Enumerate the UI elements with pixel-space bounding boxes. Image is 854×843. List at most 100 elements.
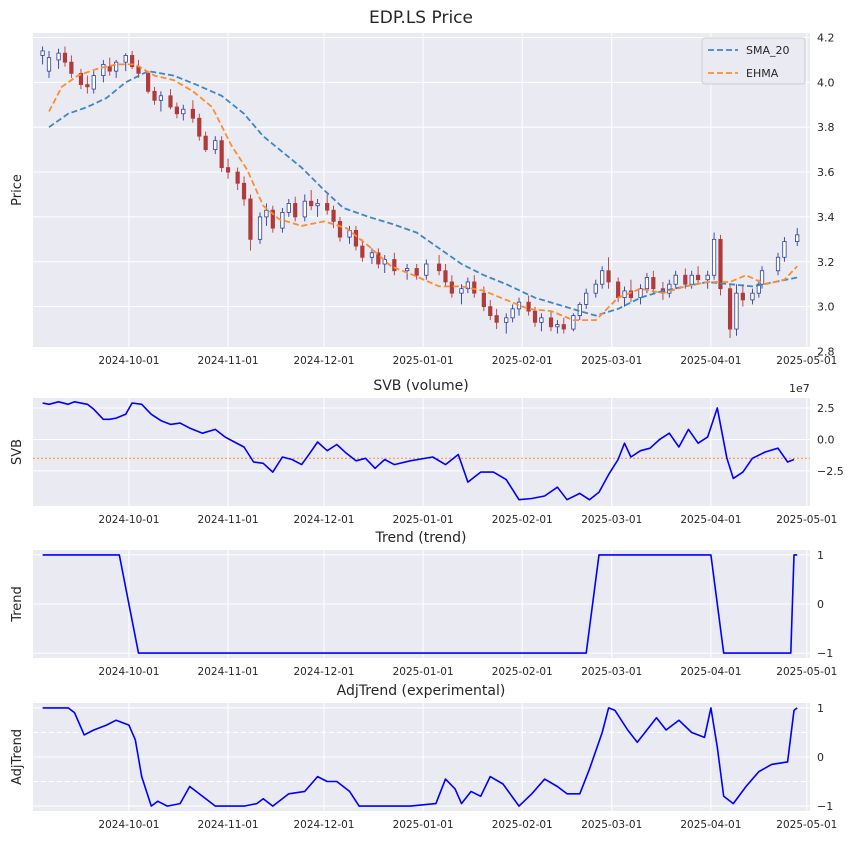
svb-y-tick-label: 2.5 [817, 402, 835, 415]
candle-body [376, 252, 381, 265]
candle-body [795, 234, 800, 242]
adjtrend-panel: AdjTrend (experimental) 1 0 −1 2024-10-01 2… [10, 683, 837, 831]
svb-y-tick-label: 0.0 [817, 433, 835, 446]
candle-body [782, 241, 787, 258]
candle-body [146, 72, 151, 92]
trend-x-tick-label: 2024-12-01 [293, 666, 354, 678]
candle-body [123, 55, 128, 63]
candle-body [46, 57, 52, 72]
candle-body [62, 52, 68, 63]
candle-body [638, 288, 643, 299]
candle-body [584, 292, 589, 305]
candle-body [85, 84, 90, 88]
candle-body [174, 106, 179, 115]
candle-body [107, 66, 112, 72]
candle-body [711, 238, 717, 276]
candle-body [225, 167, 231, 173]
candle-body [264, 209, 269, 218]
candle-body [494, 315, 499, 323]
candle-body [593, 283, 598, 294]
candle-body [392, 259, 397, 272]
candle-body [651, 277, 656, 290]
price-y-tick-label: 4.2 [817, 31, 835, 44]
candle-body [130, 55, 135, 68]
legend: SMA_20 EHMA [701, 37, 806, 85]
adjtrend-x-tick-label: 2025-05-01 [776, 819, 837, 831]
legend-sma-label: SMA_20 [746, 44, 790, 57]
adjtrend-x-tick-label: 2025-04-01 [680, 819, 741, 831]
candle-body [91, 75, 96, 90]
candle-body [628, 290, 634, 299]
candle-body [360, 245, 365, 258]
candle-body [248, 198, 253, 240]
candle-body [213, 140, 218, 151]
candle-body [759, 270, 765, 285]
ehma-line [48, 63, 798, 322]
candle-body [331, 209, 336, 222]
candle-body [325, 203, 330, 211]
price-x-tick-label: 2025-02-01 [492, 355, 553, 367]
candle-body [516, 301, 522, 310]
candle-body [270, 209, 275, 229]
candle-body [315, 203, 320, 207]
candle-body [472, 281, 477, 294]
trend-y-axis-label: Trend [10, 586, 25, 623]
candle-body [449, 281, 454, 294]
candle-body [622, 290, 627, 299]
candle-body [158, 95, 164, 101]
candle-body [510, 308, 515, 319]
candle-body [168, 95, 173, 108]
candle-body [539, 317, 544, 323]
price-x-tick-label: 2025-01-01 [393, 355, 454, 367]
candle-body [405, 268, 410, 272]
candle-body [241, 182, 247, 200]
price-x-tick-label: 2024-10-01 [98, 355, 159, 367]
candle-body [101, 64, 106, 77]
candle-body [504, 317, 509, 323]
candle-body [606, 270, 611, 283]
candle-body [740, 292, 745, 301]
candle-body [571, 315, 576, 330]
candle-body [561, 324, 566, 330]
candle-body [235, 171, 240, 184]
candle-body [309, 200, 314, 207]
candle-body [302, 200, 307, 218]
svb-x-tick-label: 2025-05-01 [776, 514, 837, 526]
candle-body [488, 306, 493, 316]
price-y-tick-label: 3.4 [817, 211, 835, 224]
svb-x-tick-label: 2025-04-01 [680, 514, 741, 526]
candle-body [219, 140, 224, 168]
svb-x-tick-label: 2025-01-01 [393, 514, 454, 526]
candle-body [705, 274, 710, 281]
svb-offset-label: 1e7 [789, 382, 810, 395]
trend-panel-title: Trend (trend) [375, 530, 467, 546]
svb-panel-title: SVB (volume) [373, 378, 468, 394]
adjtrend-x-tick-label: 2024-11-01 [198, 819, 259, 831]
price-x-tick-label: 2024-11-01 [198, 355, 259, 367]
trend-x-tick-label: 2024-11-01 [198, 666, 259, 678]
candle-body [673, 274, 678, 285]
candle-body [695, 274, 701, 281]
price-x-tick-label: 2025-05-01 [776, 355, 837, 367]
candle-body [734, 292, 739, 330]
adjtrend-x-tick-label: 2025-02-01 [492, 819, 553, 831]
svb-x-tick-label: 2024-11-01 [198, 514, 259, 526]
trend-y-tick-label: −1 [817, 647, 833, 660]
price-y-tick-label: 4.0 [817, 76, 835, 89]
candle-body [414, 268, 419, 276]
candle-body [689, 274, 694, 285]
svb-x-tick-label: 2024-12-01 [293, 514, 354, 526]
adjtrend-x-tick-label: 2024-12-01 [293, 819, 354, 831]
candle-body [555, 324, 560, 328]
candle-body [40, 50, 45, 56]
legend-ehma-label: EHMA [746, 67, 779, 80]
trend-x-tick-label: 2025-03-01 [581, 666, 642, 678]
price-plot-area [33, 33, 810, 347]
candle-body [775, 256, 781, 272]
candle-body [750, 292, 755, 301]
price-x-tick-label: 2025-03-01 [581, 355, 642, 367]
candle-body [280, 212, 285, 229]
trend-x-tick-label: 2025-04-01 [680, 666, 741, 678]
trend-y-tick-label: 1 [817, 549, 824, 562]
